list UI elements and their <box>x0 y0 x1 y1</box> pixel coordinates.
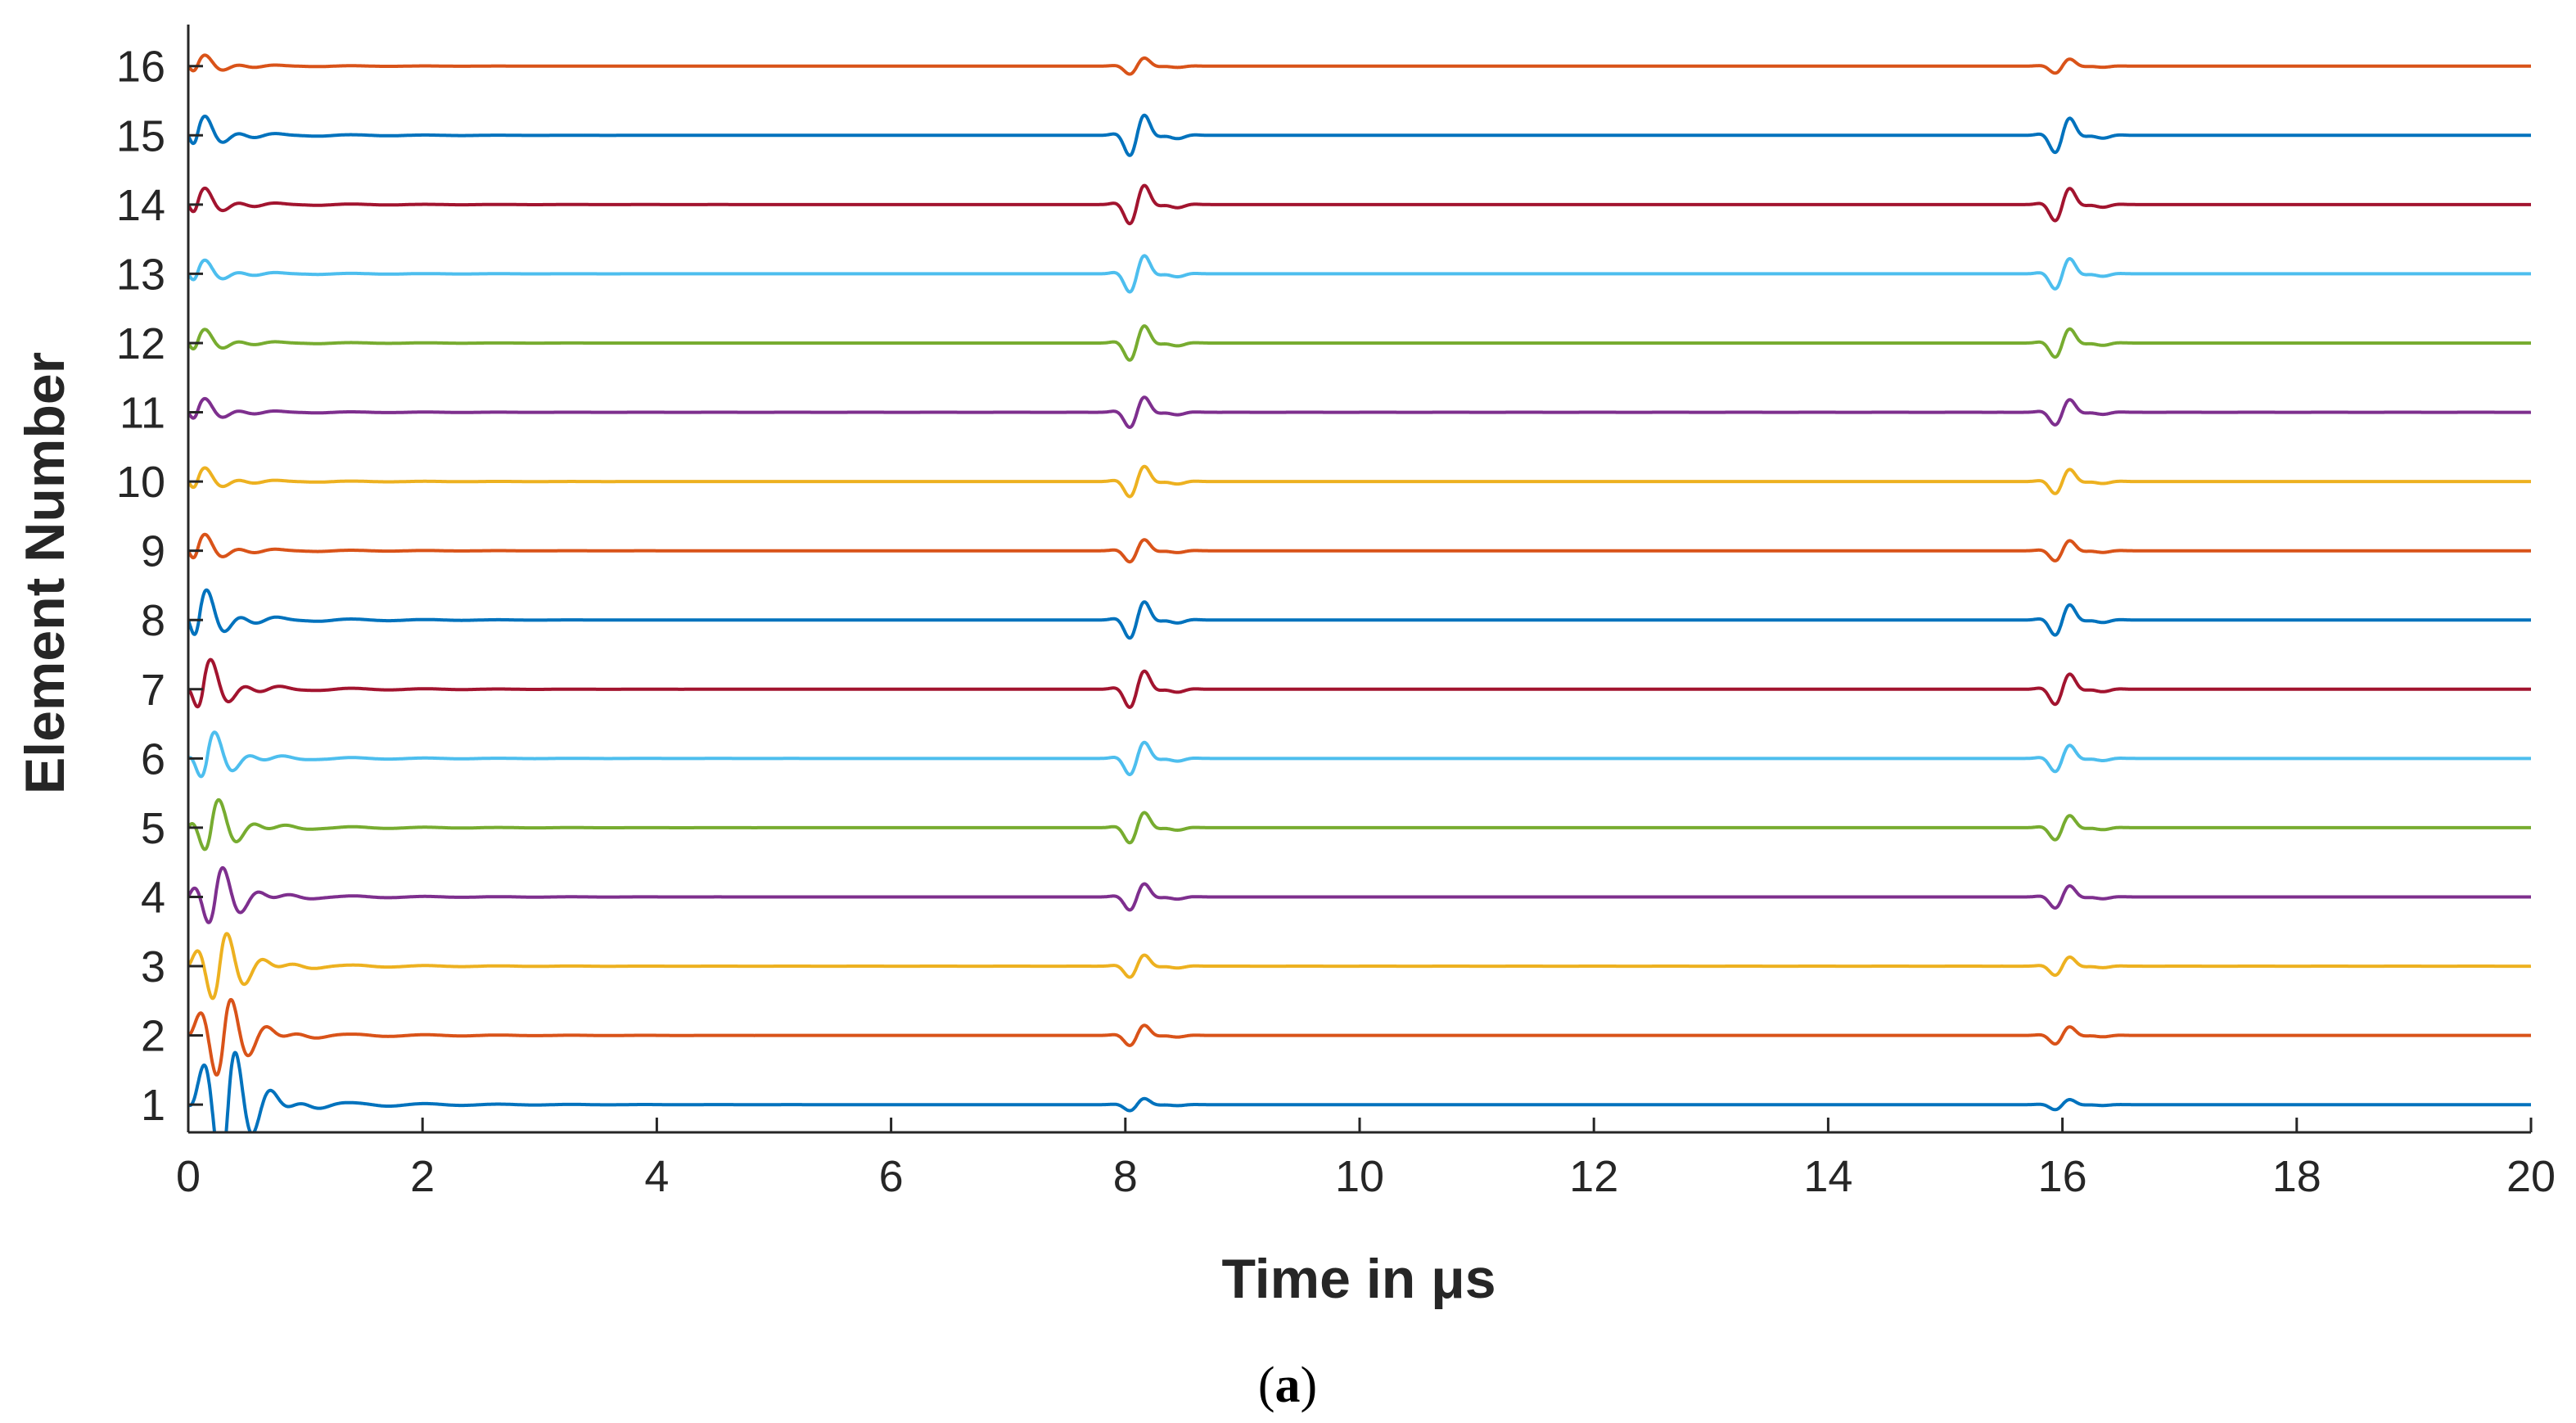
y-tick-label: 16 <box>116 43 165 92</box>
trace-element-14 <box>188 183 2531 226</box>
x-tick-label: 6 <box>879 1152 904 1201</box>
x-tick-label: 2 <box>410 1152 435 1201</box>
x-tick-label: 12 <box>1569 1152 1618 1201</box>
x-tick-label: 16 <box>2038 1152 2087 1201</box>
trace-element-3 <box>188 932 2531 1001</box>
trace-element-15 <box>188 113 2531 157</box>
trace-element-9 <box>188 532 2531 564</box>
y-axis-label: Element Number <box>14 352 76 794</box>
y-tick-label: 13 <box>116 250 165 299</box>
x-axis-label: Time in μs <box>1221 1248 1496 1310</box>
trace-element-4 <box>188 865 2531 924</box>
y-tick-label: 1 <box>141 1081 165 1130</box>
y-tick-label: 2 <box>141 1012 165 1061</box>
y-tick-label: 11 <box>120 389 165 438</box>
x-tick-label: 20 <box>2506 1152 2556 1201</box>
panel-label-letter: a <box>1275 1357 1301 1413</box>
trace-element-16 <box>188 53 2531 76</box>
trace-element-12 <box>188 324 2531 362</box>
x-tick-label: 0 <box>176 1152 201 1201</box>
panel-label: (a) <box>1258 1357 1317 1413</box>
y-tick-label: 3 <box>141 942 165 992</box>
plot-area: 0 2 4 6 8 10 12 14 16 18 20 1234567891011121314151… <box>116 25 2556 1201</box>
trace-element-10 <box>188 464 2531 499</box>
y-tick-label: 6 <box>141 734 165 784</box>
x-tick-label: 4 <box>644 1152 669 1201</box>
y-tick-label: 15 <box>116 111 165 160</box>
y-tick-label: 4 <box>141 873 165 922</box>
panel-label-close: ) <box>1301 1357 1318 1413</box>
trace-element-8 <box>188 588 2531 640</box>
trace-element-11 <box>188 395 2531 429</box>
panel-label-open: ( <box>1258 1357 1275 1413</box>
trace-element-1 <box>188 1050 2531 1132</box>
x-tick-label: 14 <box>1803 1152 1852 1201</box>
x-tick-label: 10 <box>1335 1152 1384 1201</box>
y-tick-label: 8 <box>141 596 165 645</box>
x-ticks-group: 0 2 4 6 8 10 12 14 16 18 20 <box>176 1118 2556 1201</box>
trace-element-13 <box>188 254 2531 294</box>
y-tick-label: 5 <box>141 804 165 853</box>
y-tick-label: 10 <box>116 458 165 507</box>
y-tick-label: 9 <box>141 527 165 576</box>
y-tick-label: 7 <box>141 666 165 715</box>
trace-element-6 <box>188 730 2531 779</box>
trace-element-5 <box>188 797 2531 852</box>
x-tick-label: 8 <box>1113 1152 1138 1201</box>
y-tick-label: 12 <box>116 319 165 368</box>
y-tick-label: 14 <box>116 181 165 230</box>
x-tick-label: 18 <box>2272 1152 2321 1201</box>
trace-element-7 <box>188 657 2531 709</box>
trace-element-2 <box>188 997 2531 1077</box>
traces-group <box>188 53 2531 1132</box>
